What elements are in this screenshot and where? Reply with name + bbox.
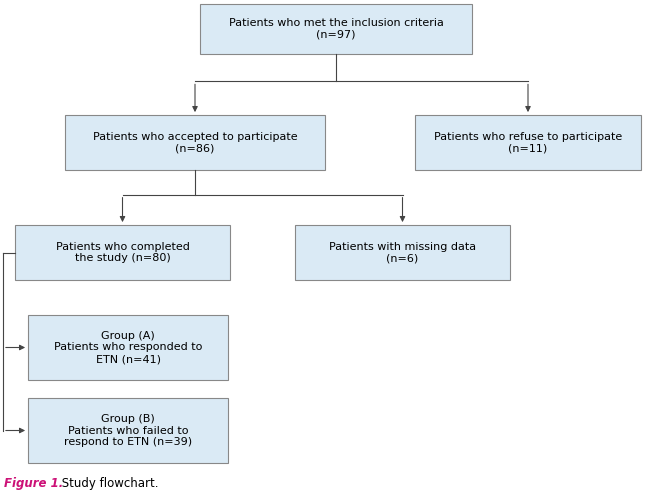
Text: Figure 1.: Figure 1. (4, 478, 63, 491)
Text: Patients who refuse to participate
(n=11): Patients who refuse to participate (n=11… (434, 132, 622, 154)
Bar (295, 225, 510, 280)
Text: Group (B)
Patients who failed to
respond to ETN (n=39): Group (B) Patients who failed to respond… (64, 414, 192, 447)
Bar (28, 398, 228, 463)
Bar (15, 225, 230, 280)
Bar (65, 115, 325, 170)
Text: Group (A)
Patients who responded to
ETN (n=41): Group (A) Patients who responded to ETN … (54, 331, 202, 364)
Text: Study flowchart.: Study flowchart. (58, 478, 159, 491)
Text: Patients who completed
the study (n=80): Patients who completed the study (n=80) (56, 242, 190, 263)
Bar (415, 115, 641, 170)
Bar (28, 315, 228, 380)
Text: Patients with missing data
(n=6): Patients with missing data (n=6) (329, 242, 476, 263)
Text: Patients who met the inclusion criteria
(n=97): Patients who met the inclusion criteria … (228, 18, 443, 40)
Text: Patients who accepted to participate
(n=86): Patients who accepted to participate (n=… (92, 132, 297, 154)
Bar (200, 4, 472, 54)
